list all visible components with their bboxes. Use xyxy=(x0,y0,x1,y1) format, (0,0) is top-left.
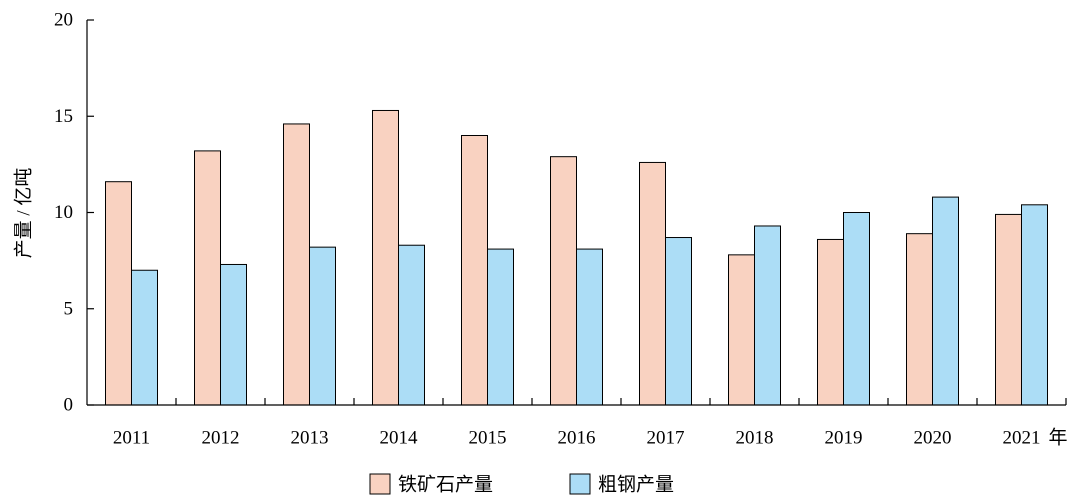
crude-steel-bar-2012 xyxy=(220,263,247,406)
y-tick-label: 10 xyxy=(54,202,73,223)
x-tick-label: 2012 xyxy=(202,428,240,449)
crude-steel-bar-2017 xyxy=(665,237,692,406)
y-ticks-group: 0 5 10 15 20 xyxy=(54,10,94,416)
bars-group xyxy=(105,109,1048,406)
crude-steel-bar-2014 xyxy=(398,244,425,406)
y-tick-label: 5 xyxy=(64,298,74,319)
y-tick-label: 15 xyxy=(54,106,73,127)
x-tick-label: 2017 xyxy=(647,428,685,449)
x-ticks-group: 2011 2012 2013 2014 2015 2016 2017 2018 2019 2020… xyxy=(113,398,1067,449)
legend-swatch-iron-ore xyxy=(369,473,391,495)
y-tick-label: 0 xyxy=(64,395,74,416)
x-tick-label: 2021 xyxy=(1003,428,1041,449)
x-tick-label: 2019 xyxy=(825,428,863,449)
iron-ore-bar-2016 xyxy=(550,156,577,406)
legend-label-crude-steel: 粗钢产量 xyxy=(598,474,674,496)
crude-steel-bar-2021 xyxy=(1021,204,1048,406)
iron-ore-bar-2018 xyxy=(728,254,755,406)
legend-item-iron-ore: 铁矿石产量 xyxy=(369,473,493,496)
iron-ore-bar-2011 xyxy=(105,181,132,406)
iron-ore-bar-2021 xyxy=(995,213,1022,406)
crude-steel-bar-2019 xyxy=(843,212,870,406)
iron-ore-bar-2017 xyxy=(639,161,666,406)
iron-ore-bar-2012 xyxy=(194,150,221,406)
x-axis-unit-label: 年 xyxy=(1049,427,1068,449)
crude-steel-bar-2018 xyxy=(754,225,781,406)
x-tick-label: 2015 xyxy=(469,428,507,449)
iron-ore-bar-2019 xyxy=(817,238,844,406)
crude-steel-bar-2011 xyxy=(131,269,158,406)
x-tick-label: 2018 xyxy=(736,428,774,449)
iron-ore-bar-2014 xyxy=(372,109,399,406)
x-tick-label: 2016 xyxy=(558,428,596,449)
x-tick-label: 2020 xyxy=(914,428,952,449)
iron-ore-bar-2013 xyxy=(283,123,310,406)
legend-item-crude-steel: 粗钢产量 xyxy=(569,473,674,496)
legend: 铁矿石产量 粗钢产量 xyxy=(369,473,674,496)
x-tick-label: 2013 xyxy=(291,428,329,449)
crude-steel-bar-2013 xyxy=(309,246,336,406)
x-tick-label: 2011 xyxy=(113,428,150,449)
crude-steel-bar-2015 xyxy=(487,248,514,406)
x-tick-label: 2014 xyxy=(380,428,419,449)
crude-steel-bar-2016 xyxy=(576,248,603,406)
crude-steel-bar-2020 xyxy=(932,196,959,406)
y-tick-label: 20 xyxy=(54,10,73,31)
legend-label-iron-ore: 铁矿石产量 xyxy=(398,474,493,496)
iron-ore-bar-2015 xyxy=(461,135,488,406)
iron-ore-bar-2020 xyxy=(906,233,933,406)
legend-swatch-crude-steel xyxy=(569,473,591,495)
y-axis-label: 产量 / 亿吨 xyxy=(13,168,35,259)
